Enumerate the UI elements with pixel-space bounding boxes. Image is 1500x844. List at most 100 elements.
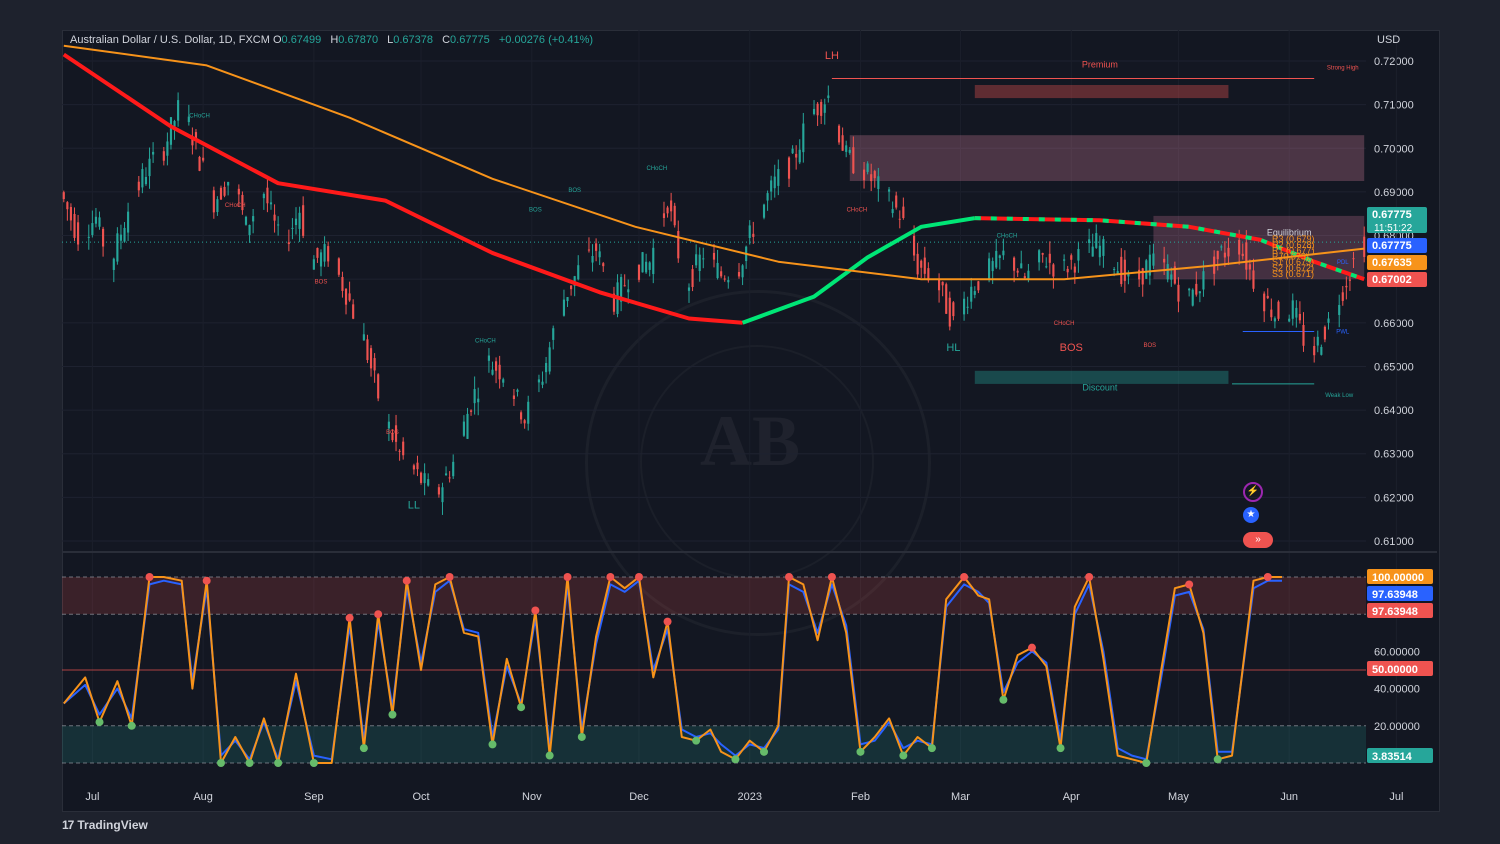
candle-body: [1045, 266, 1048, 268]
candle-body: [144, 176, 148, 185]
candle-body: [323, 244, 326, 262]
candle-body: [1291, 300, 1294, 319]
oscillator-tick-label: 20.00000: [1374, 721, 1420, 733]
candle-body: [166, 141, 169, 156]
candle-body: [627, 289, 630, 293]
candle-body: [1073, 266, 1076, 273]
cross-up-marker: [1056, 744, 1065, 753]
cross-down-marker: [1185, 580, 1194, 589]
cross-down-marker: [445, 573, 454, 581]
oscillator-price-tag: [1367, 569, 1433, 584]
cross-up-marker: [856, 747, 865, 756]
candle-body: [444, 473, 448, 476]
us-events-icon[interactable]: »: [1243, 532, 1273, 548]
currency-label[interactable]: USD: [1377, 34, 1401, 46]
candle-body: [473, 389, 476, 404]
candle-body: [1002, 250, 1005, 256]
y-tick-label: 0.72000: [1374, 56, 1414, 68]
candle-body: [1038, 250, 1041, 263]
candle-body: [62, 192, 65, 200]
candle-body: [773, 176, 776, 189]
cross-down-marker: [563, 573, 572, 581]
close-value: 0.67775: [450, 34, 490, 46]
candle-body: [494, 361, 498, 371]
candle-body: [748, 225, 751, 238]
candle-body: [1313, 345, 1316, 356]
candle-body: [873, 171, 876, 179]
cross-down-marker: [960, 573, 969, 581]
candle-body: [416, 462, 419, 470]
cross-up-marker: [1142, 759, 1151, 767]
high-label: H: [330, 34, 339, 46]
candle-body: [119, 234, 123, 241]
candle-body: [169, 117, 173, 145]
candle-body: [269, 202, 273, 205]
candle-body: [316, 247, 319, 258]
cross-up-marker: [274, 759, 283, 767]
annotation-label: Strong High: [1327, 66, 1359, 72]
candle-body: [516, 389, 519, 392]
candle-body: [1220, 246, 1223, 248]
annotation-label: CHoCH: [997, 234, 1018, 240]
annotation-label: CHoCH: [1054, 321, 1075, 327]
candle-body: [69, 207, 73, 221]
candle-body: [1263, 293, 1266, 312]
moving-average-line: [62, 52, 743, 325]
oscillator-price-tag-label: 100.00000: [1372, 572, 1424, 584]
lightning-icon[interactable]: ⚡: [1243, 482, 1263, 502]
price-tag-label: 0.67775: [1372, 240, 1412, 252]
candle-body: [1270, 309, 1273, 318]
candle-body: [502, 379, 505, 383]
candle-body: [66, 202, 69, 210]
y-tick-label: 0.66000: [1374, 318, 1414, 330]
annotation-label: PDL: [1337, 260, 1349, 266]
candle-body: [412, 465, 415, 470]
y-tick-label: 0.63000: [1374, 449, 1414, 461]
candle-body: [1216, 250, 1219, 260]
candle-body: [816, 103, 819, 116]
candle-body: [116, 233, 119, 262]
candle-body: [812, 108, 816, 115]
candle-body: [948, 297, 951, 327]
candle-body: [1320, 347, 1323, 355]
candle-body: [1102, 239, 1105, 256]
x-tick-label: Feb: [851, 791, 870, 803]
candle-body: [1077, 248, 1080, 261]
tradingview-brand[interactable]: 17 TradingView: [62, 818, 148, 832]
candle-body: [1202, 271, 1205, 290]
candle-body: [723, 278, 726, 280]
cross-up-marker: [577, 732, 586, 741]
candle-body: [266, 187, 269, 204]
candle-body: [670, 200, 673, 212]
pivot-label: S1 (0.673): [1272, 257, 1314, 267]
annotation-label: BOS: [568, 188, 581, 194]
candle-body: [970, 286, 973, 302]
y-tick-label: 0.62000: [1374, 492, 1414, 504]
candle-body: [877, 176, 880, 190]
candle-body: [148, 158, 151, 177]
candle-body: [248, 224, 251, 236]
y-tick-label: 0.71000: [1374, 100, 1414, 112]
candle-body: [995, 250, 998, 268]
candle-body: [102, 228, 105, 247]
candle-body: [277, 224, 280, 226]
close-label: C: [442, 34, 451, 46]
x-tick-label: Jun: [1280, 791, 1298, 803]
candle-body: [1195, 283, 1198, 295]
au-flag-icon[interactable]: ★: [1243, 507, 1259, 523]
candle-body: [452, 461, 455, 477]
pivot-label: R2 (0.678): [1272, 240, 1315, 250]
candle-body: [1138, 269, 1141, 280]
candle-body: [1013, 257, 1016, 271]
candle-body: [566, 297, 569, 302]
candle-body: [795, 153, 798, 158]
x-tick-label: 2023: [737, 791, 761, 803]
x-tick-label: Dec: [629, 791, 649, 803]
candle-body: [991, 261, 994, 272]
candle-body: [852, 147, 855, 174]
pivot-label: R3 (0.679): [1272, 234, 1315, 244]
candle-body: [291, 227, 294, 229]
candle-body: [887, 189, 891, 192]
annotation-label: CHoCH: [475, 338, 496, 344]
